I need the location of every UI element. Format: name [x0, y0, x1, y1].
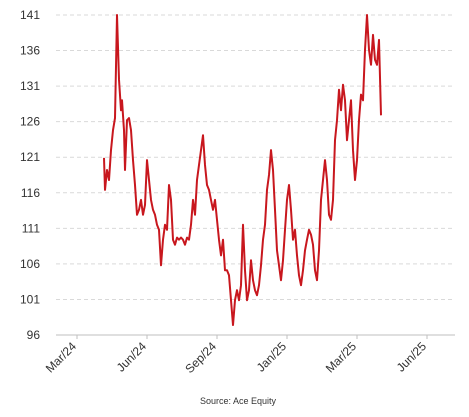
y-tick-label: 111 — [22, 221, 41, 235]
y-tick-label: 96 — [27, 328, 41, 342]
y-tick-label: 121 — [20, 150, 40, 164]
x-tick-label: Mar/24 — [43, 339, 80, 376]
x-tick-label: Jun/24 — [114, 339, 150, 375]
y-tick-label: 116 — [21, 186, 40, 200]
y-tick-label: 106 — [20, 257, 40, 271]
price-line — [103, 14, 382, 326]
y-tick-label: 101 — [20, 292, 40, 306]
x-tick-label: Mar/25 — [323, 339, 360, 376]
x-tick-label: Sep/24 — [182, 339, 219, 376]
y-tick-label: 131 — [20, 79, 40, 93]
source-note: Source: Ace Equity — [200, 396, 277, 406]
x-tick-label: Jun/25 — [394, 339, 430, 375]
x-tick-label: Jan/25 — [254, 339, 290, 375]
y-tick-label: 141 — [20, 8, 40, 22]
y-tick-label: 136 — [20, 44, 40, 58]
y-tick-label: 126 — [20, 115, 40, 129]
